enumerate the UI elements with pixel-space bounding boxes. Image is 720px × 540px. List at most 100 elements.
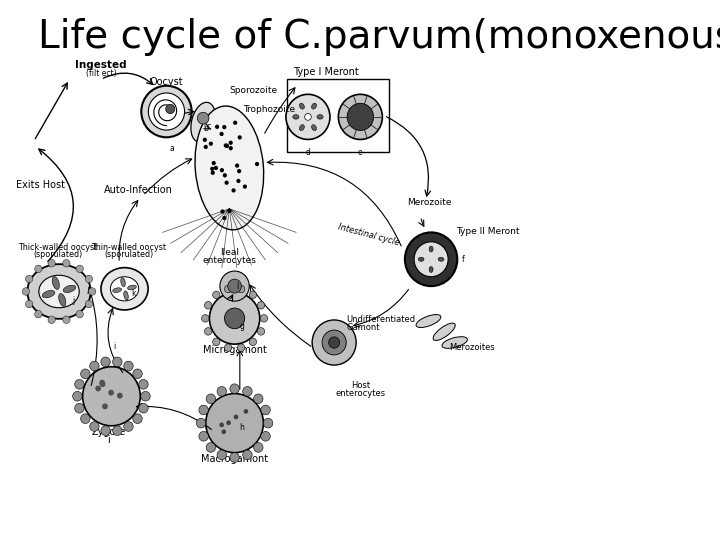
Text: Exits Host: Exits Host (16, 180, 66, 190)
Circle shape (305, 113, 311, 120)
Text: g: g (240, 322, 245, 330)
Text: Merozoite: Merozoite (408, 198, 452, 207)
Circle shape (230, 453, 239, 462)
Circle shape (75, 380, 84, 389)
Circle shape (217, 387, 227, 396)
Ellipse shape (312, 103, 317, 109)
Ellipse shape (300, 125, 305, 131)
Circle shape (222, 173, 227, 178)
Circle shape (215, 125, 219, 129)
Circle shape (85, 275, 93, 282)
Circle shape (225, 285, 232, 293)
Circle shape (148, 93, 184, 130)
Circle shape (25, 300, 33, 308)
Circle shape (253, 443, 263, 453)
Text: Oocyst: Oocyst (150, 77, 184, 87)
Circle shape (85, 300, 93, 308)
Circle shape (141, 392, 150, 401)
Text: Type II Meront: Type II Meront (456, 227, 520, 236)
Circle shape (199, 431, 208, 441)
Circle shape (212, 161, 216, 165)
Ellipse shape (293, 114, 299, 119)
Text: Auto-Infection: Auto-Infection (104, 186, 173, 195)
Text: Microgamont: Microgamont (202, 345, 266, 354)
Circle shape (222, 429, 226, 434)
Circle shape (224, 143, 228, 147)
Circle shape (81, 369, 90, 379)
Ellipse shape (101, 268, 148, 310)
Text: Undifferentiated: Undifferentiated (346, 315, 415, 324)
Text: Thick-walled oocyst: Thick-walled oocyst (18, 243, 98, 252)
Text: (sporulated): (sporulated) (104, 251, 153, 259)
Circle shape (76, 310, 84, 318)
Circle shape (102, 403, 108, 409)
Text: b: b (203, 124, 208, 133)
Ellipse shape (27, 264, 91, 319)
Circle shape (338, 94, 382, 139)
Circle shape (243, 450, 252, 460)
Text: d: d (305, 147, 310, 157)
Circle shape (101, 426, 110, 435)
Circle shape (112, 426, 122, 435)
Circle shape (212, 291, 220, 299)
Circle shape (76, 265, 84, 273)
Text: h: h (239, 423, 244, 432)
Circle shape (63, 316, 70, 323)
Circle shape (220, 132, 224, 136)
Ellipse shape (429, 246, 433, 252)
Ellipse shape (42, 291, 55, 298)
Circle shape (89, 288, 96, 295)
Ellipse shape (121, 278, 125, 287)
Ellipse shape (317, 114, 323, 119)
Circle shape (405, 232, 457, 286)
Bar (287, 79, 390, 152)
Ellipse shape (442, 337, 467, 348)
Circle shape (209, 141, 213, 146)
Circle shape (90, 361, 99, 371)
Circle shape (414, 242, 448, 276)
Text: i: i (113, 342, 115, 350)
Circle shape (237, 169, 241, 173)
Circle shape (212, 338, 220, 346)
Circle shape (255, 162, 259, 166)
Ellipse shape (300, 103, 305, 109)
Circle shape (166, 104, 175, 113)
Circle shape (81, 414, 90, 423)
Circle shape (220, 271, 249, 301)
Circle shape (204, 145, 208, 149)
Text: Gamont: Gamont (346, 323, 379, 332)
Ellipse shape (438, 257, 444, 261)
Text: Life cycle of C.parvum(monoxenous): Life cycle of C.parvum(monoxenous) (38, 17, 720, 56)
Circle shape (90, 422, 99, 431)
Circle shape (206, 443, 215, 453)
Circle shape (117, 393, 122, 399)
Circle shape (217, 450, 227, 460)
Circle shape (214, 166, 218, 170)
Circle shape (206, 394, 264, 453)
Circle shape (112, 357, 122, 367)
Circle shape (132, 369, 143, 379)
Text: l: l (236, 282, 238, 291)
Circle shape (220, 168, 224, 172)
Circle shape (220, 422, 224, 427)
Circle shape (95, 386, 101, 392)
Ellipse shape (312, 125, 317, 131)
Circle shape (230, 384, 239, 394)
Circle shape (210, 293, 260, 344)
Circle shape (48, 260, 55, 267)
Circle shape (249, 338, 256, 346)
Circle shape (231, 188, 235, 193)
Circle shape (260, 315, 268, 322)
Circle shape (236, 179, 240, 183)
Circle shape (141, 86, 192, 137)
Circle shape (228, 279, 241, 293)
Circle shape (101, 357, 110, 367)
Text: Intestinal cycle: Intestinal cycle (336, 222, 400, 248)
Text: k: k (132, 289, 136, 298)
Circle shape (35, 265, 42, 273)
Circle shape (48, 316, 55, 323)
Ellipse shape (110, 276, 139, 301)
Text: a: a (169, 144, 174, 153)
Text: j: j (72, 296, 75, 305)
Text: enterocytes: enterocytes (336, 389, 385, 398)
